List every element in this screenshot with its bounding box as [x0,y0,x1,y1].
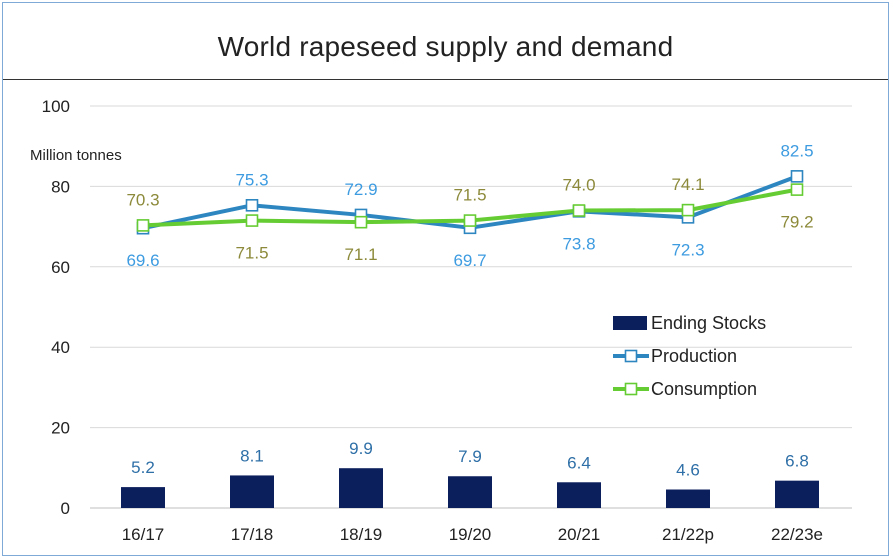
consumption-marker [572,204,586,217]
production-value-label: 69.6 [126,251,159,270]
x-tick-label: 17/18 [231,525,274,544]
bar-value-label: 7.9 [458,447,482,466]
consumption-value-label: 74.1 [671,175,704,194]
consumption-value-label: 74.0 [562,176,595,195]
x-tick-label: 16/17 [122,525,165,544]
consumption-marker [681,203,695,217]
production-value-label: 72.3 [671,240,704,259]
production-value-label: 73.8 [562,234,595,253]
consumption-value-label: 79.2 [780,213,813,232]
bar-value-label: 5.2 [131,458,155,477]
x-tick-label: 22/23e [771,525,823,544]
bar-value-label: 4.6 [676,461,700,480]
bar [121,487,165,508]
y-tick-label: 80 [51,177,70,196]
production-marker [245,198,259,212]
production-value-label: 82.5 [780,141,813,160]
production-value-label: 72.9 [344,180,377,199]
legend-label-ending-stocks: Ending Stocks [651,313,766,333]
x-tick-label: 19/20 [449,525,492,544]
bar [775,480,819,508]
consumption-marker [790,183,804,196]
consumption-value-label: 70.3 [126,190,159,209]
x-tick-label: 18/19 [340,525,383,544]
bar [557,482,601,508]
bar-value-label: 6.4 [567,453,591,472]
legend-marker-consumption [624,382,638,396]
legend-marker-production [624,349,638,363]
y-tick-label: 20 [51,419,70,438]
production-value-label: 75.3 [235,170,268,189]
consumption-marker [354,215,368,229]
bar-value-label: 8.1 [240,446,264,465]
consumption-marker [245,214,259,227]
legend-label-consumption: Consumption [651,379,757,399]
consumption-marker [463,214,477,227]
bar [666,489,710,508]
chart-title: World rapeseed supply and demand [217,31,674,62]
consumption-value-label: 71.5 [453,186,486,205]
title-bar: World rapeseed supply and demand [3,3,888,80]
bar [448,476,492,508]
y-tick-label: 100 [42,97,70,116]
consumption-value-label: 71.1 [344,245,377,264]
bar-value-label: 9.9 [349,439,373,458]
y-tick-label: 40 [51,338,70,357]
bar [339,468,383,508]
x-tick-label: 20/21 [558,525,601,544]
legend-label-production: Production [651,346,737,366]
consumption-value-label: 71.5 [235,244,268,263]
x-tick-label: 21/22p [662,525,714,544]
bar-value-label: 6.8 [785,452,809,471]
consumption-marker [136,219,150,232]
y-axis-label: Million tonnes [30,147,122,164]
bar [230,475,274,508]
legend-swatch-ending-stocks [613,316,647,330]
y-tick-label: 60 [51,258,70,277]
production-value-label: 69.7 [453,251,486,270]
y-tick-label: 0 [61,499,70,518]
production-marker [790,170,804,183]
